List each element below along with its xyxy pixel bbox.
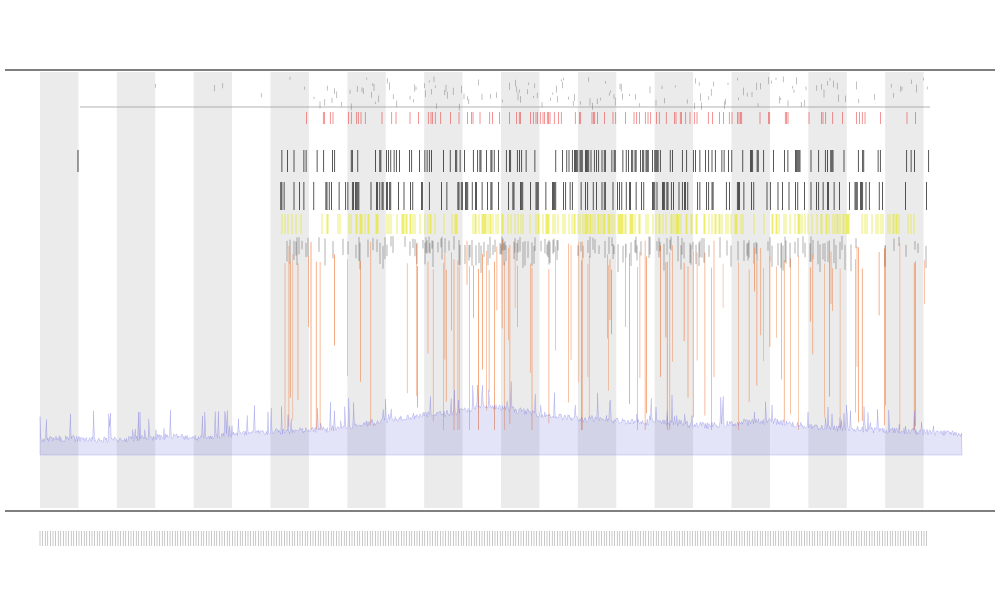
coverage-track — [39, 381, 963, 456]
band — [116, 72, 156, 508]
band — [654, 72, 694, 508]
feature-tracks — [77, 76, 930, 430]
coverage-area — [39, 381, 963, 456]
band — [347, 72, 386, 508]
alternating-bands — [40, 72, 924, 508]
x-tick-labels — [39, 531, 927, 546]
band — [885, 72, 924, 508]
band — [501, 72, 540, 508]
band — [40, 72, 79, 508]
band — [270, 72, 309, 508]
band — [193, 72, 233, 508]
